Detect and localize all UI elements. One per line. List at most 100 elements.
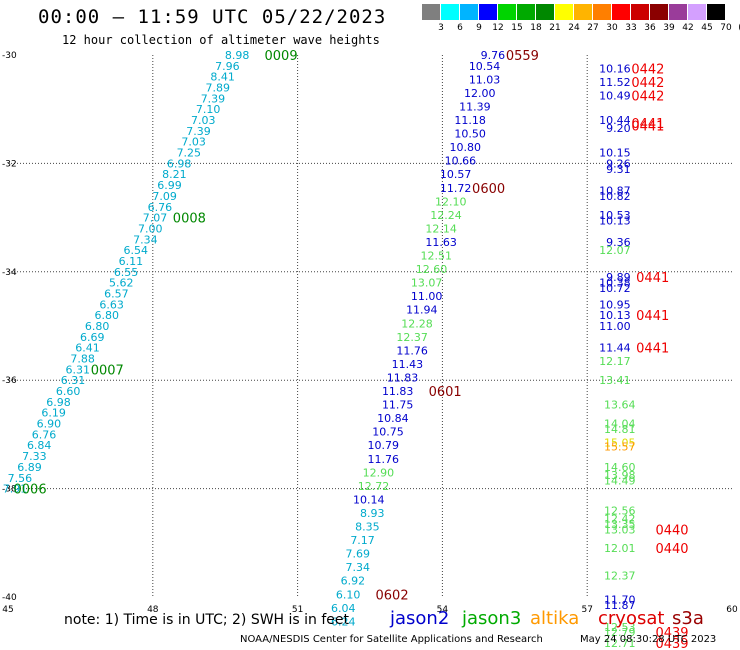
pass-time-label: 0442 — [631, 76, 664, 91]
wave-height-value: 12.90 — [363, 466, 395, 479]
wave-height-value: 6.31 — [61, 374, 86, 387]
wave-height-value: 13.35 — [604, 518, 636, 531]
x-tick-label: 45 — [2, 605, 13, 615]
pass-time-label: 0439 — [655, 637, 688, 650]
color-swatch — [593, 4, 611, 20]
color-swatch — [479, 4, 497, 20]
wave-height-value: 9.20 — [606, 122, 631, 135]
wave-height-value: 10.75 — [372, 426, 404, 439]
color-swatch — [669, 4, 687, 20]
color-swatch — [650, 4, 668, 20]
wave-height-value: 14.04 — [604, 418, 636, 431]
color-swatch — [574, 4, 592, 20]
wave-height-value: 13.07 — [411, 277, 443, 290]
wave-height-value: 11.72 — [440, 182, 472, 195]
legend-jason3: jason3 — [462, 608, 522, 629]
color-scale-label: 15 — [511, 23, 523, 33]
wave-height-value: 5.62 — [109, 277, 134, 290]
wave-height-value: 13.98 — [604, 469, 636, 482]
color-swatch — [441, 4, 459, 20]
wave-height-value: 12.42 — [604, 512, 636, 525]
wave-height-value: 11.63 — [425, 236, 457, 249]
color-scale-label: 9 — [476, 23, 482, 33]
wave-height-value: 7.09 — [152, 190, 177, 203]
wave-height-value: 7.96 — [215, 60, 240, 73]
wave-height-value: 12.51 — [421, 250, 453, 263]
wave-height-value: 6.84 — [27, 439, 52, 452]
wave-height-value: 6.92 — [341, 575, 366, 588]
pass-time-label: 0441 — [631, 117, 664, 132]
wave-height-value: 6.69 — [80, 331, 105, 344]
units-note: note: 1) Time is in UTC; 2) SWH is in fe… — [64, 612, 350, 628]
pass-time-label: 0602 — [376, 588, 409, 603]
wave-height-value: 10.79 — [367, 439, 399, 452]
wave-height-value: 11.87 — [604, 599, 636, 612]
wave-height-value: 12.01 — [604, 542, 636, 555]
pass-time-label: 0559 — [506, 49, 539, 64]
wave-height-value: 8.98 — [225, 49, 250, 62]
wave-height-value: 7.88 — [70, 353, 95, 366]
wave-height-value: 10.72 — [599, 282, 631, 295]
wave-height-value: 6.55 — [114, 266, 139, 279]
color-scale-label: 36 — [644, 23, 656, 33]
wave-height-value: 12.79 — [604, 626, 636, 639]
pass-time-label: 0009 — [265, 49, 298, 64]
wave-height-value: 10.95 — [599, 298, 631, 311]
wave-height-value: 12.24 — [430, 209, 462, 222]
pass-time-label: 0006 — [14, 483, 47, 498]
wave-height-value: 6.80 — [95, 309, 120, 322]
pass-time-label: 0008 — [173, 212, 206, 227]
wave-height-value: 13.41 — [599, 374, 631, 387]
wave-height-value: 15.57 — [604, 440, 636, 453]
color-scale-label: (ft) — [734, 23, 740, 33]
pass-time-label: 0439 — [655, 626, 688, 641]
wave-height-value: 6.54 — [123, 244, 148, 257]
color-scale-label: 30 — [606, 23, 618, 33]
wave-height-value: 14.60 — [604, 461, 636, 474]
wave-height-value: 13.03 — [604, 523, 636, 536]
x-tick-label: 54 — [437, 605, 449, 615]
wave-height-value: 12.37 — [604, 569, 636, 582]
wave-height-value: 6.60 — [56, 385, 81, 398]
wave-height-value: 10.66 — [445, 155, 477, 168]
wave-height-value: 11.00 — [411, 290, 443, 303]
footer-timestamp: May 24 08:30:28 UTC 2023 — [580, 634, 717, 645]
color-swatch — [460, 4, 478, 20]
wave-height-value: 6.24 — [331, 615, 356, 628]
wave-height-value: 9.36 — [606, 236, 631, 249]
wave-height-value: 11.94 — [406, 304, 438, 317]
legend-s3a: s3a — [672, 608, 704, 629]
wave-height-value: 11.76 — [367, 453, 399, 466]
x-tick-label: 48 — [147, 605, 159, 615]
wave-height-value: 12.72 — [358, 480, 390, 493]
wave-height-value: 11.03 — [469, 73, 501, 86]
wave-height-value: 7.25 — [177, 147, 202, 160]
color-scale-label: 24 — [568, 23, 580, 33]
wave-height-value: 10.16 — [599, 63, 631, 76]
wave-height-value: 10.13 — [599, 214, 631, 227]
pass-time-label: 0601 — [429, 385, 462, 400]
wave-height-value: 11.52 — [599, 76, 631, 89]
wave-height-value: 7.39 — [186, 125, 211, 138]
map-title: 00:00 – 11:59 UTC 05/22/2023 — [38, 6, 387, 28]
wave-height-value: 10.14 — [353, 493, 385, 506]
legend-altika: altika — [530, 608, 580, 629]
wave-height-value: 6.98 — [167, 157, 192, 170]
wave-height-value: 12.56 — [604, 504, 636, 517]
wave-height-value: 10.53 — [599, 209, 631, 222]
wave-height-value: 6.19 — [41, 407, 66, 420]
wave-height-value: 8.93 — [360, 507, 385, 520]
wave-height-value: 11.83 — [382, 385, 414, 398]
wave-height-value: 12.10 — [435, 195, 467, 208]
wave-height-value: 6.90 — [37, 418, 62, 431]
wave-height-value: 8.41 — [210, 71, 235, 84]
color-scale-label: 3 — [438, 23, 444, 33]
wave-height-value: 7.89 — [206, 82, 231, 95]
wave-height-value: 7.91 — [3, 483, 28, 496]
wave-height-value: 7.69 — [346, 548, 371, 561]
wave-height-value: 12.14 — [425, 222, 457, 235]
x-tick-label: 60 — [726, 605, 738, 615]
y-tick-label: -36 — [2, 376, 17, 386]
color-scale-label: 12 — [492, 23, 504, 33]
wave-height-value: 7.07 — [143, 212, 168, 225]
